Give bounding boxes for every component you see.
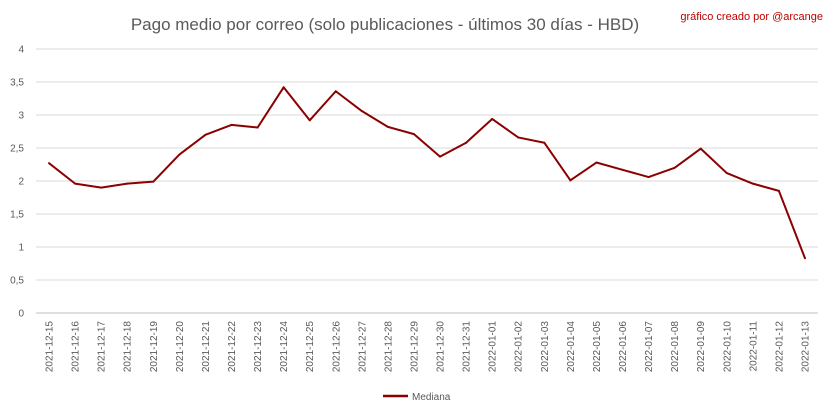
- x-tick-label: 2021-12-20: [175, 321, 186, 373]
- data-point: [621, 168, 624, 171]
- data-point: [595, 161, 598, 164]
- data-point: [673, 166, 676, 169]
- grid: [36, 48, 818, 314]
- x-tick-label: 2022-01-13: [800, 321, 811, 373]
- data-point: [777, 189, 780, 192]
- data-point: [152, 180, 155, 183]
- x-tick-label: 2022-01-09: [696, 321, 707, 373]
- data-point: [517, 136, 520, 139]
- x-tick-label: 2022-01-06: [618, 321, 629, 373]
- y-tick-label: 0,5: [10, 276, 24, 287]
- x-tick-label: 2021-12-31: [462, 321, 473, 373]
- data-point: [439, 155, 442, 158]
- x-tick-label: 2021-12-29: [409, 321, 420, 373]
- x-tick-label: 2021-12-21: [201, 321, 212, 373]
- data-point: [178, 153, 181, 156]
- y-tick-label: 1,5: [10, 210, 24, 221]
- data-point: [48, 162, 51, 165]
- legend-label: Mediana: [412, 392, 451, 403]
- y-axis: 0 0,5 1 1,5 2 2,5 3 3,5 4: [10, 45, 24, 320]
- data-point: [74, 182, 77, 185]
- x-tick-label: 2022-01-05: [592, 321, 603, 373]
- x-tick-label: 2022-01-03: [540, 321, 551, 373]
- data-point: [803, 257, 806, 260]
- x-tick-label: 2021-12-25: [305, 321, 316, 373]
- data-point: [230, 123, 233, 126]
- data-point: [699, 147, 702, 150]
- x-tick-label: 2021-12-27: [357, 321, 368, 373]
- x-tick-label: 2022-01-11: [748, 321, 759, 372]
- x-tick-label: 2021-12-16: [71, 321, 82, 373]
- y-tick-label: 4: [18, 45, 24, 56]
- y-tick-label: 2,5: [10, 144, 24, 155]
- series-line-mediana: [48, 86, 806, 259]
- data-point: [491, 117, 494, 120]
- chart-credit: gráfico creado por @arcange: [680, 11, 823, 23]
- x-tick-label: 2022-01-12: [774, 321, 785, 373]
- x-tick-label: 2022-01-10: [722, 321, 733, 373]
- x-axis: 2021-12-15 2021-12-16 2021-12-17 2021-12-18…: [45, 321, 812, 373]
- data-point: [647, 176, 650, 179]
- data-point: [334, 90, 337, 93]
- y-tick-label: 3,5: [10, 78, 24, 89]
- data-point: [751, 182, 754, 185]
- data-point: [465, 141, 468, 144]
- data-point: [256, 126, 259, 129]
- data-point: [100, 186, 103, 189]
- data-point: [412, 133, 415, 136]
- y-tick-label: 0: [18, 309, 24, 320]
- x-tick-label: 2021-12-18: [123, 321, 134, 373]
- data-point: [725, 172, 728, 175]
- x-tick-label: 2021-12-30: [436, 321, 447, 373]
- y-tick-label: 1: [18, 243, 24, 254]
- x-tick-label: 2022-01-07: [644, 321, 655, 373]
- legend: Mediana: [383, 392, 451, 403]
- x-tick-label: 2021-12-15: [45, 321, 56, 373]
- x-tick-label: 2021-12-22: [227, 321, 238, 373]
- y-tick-label: 3: [18, 111, 24, 122]
- x-tick-label: 2022-01-04: [566, 321, 577, 373]
- x-tick-label: 2021-12-24: [279, 321, 290, 373]
- chart-title: Pago medio por correo (solo publicacione…: [131, 15, 639, 34]
- data-point: [543, 141, 546, 144]
- data-point: [126, 182, 129, 185]
- x-tick-label: 2021-12-17: [97, 321, 108, 373]
- data-point: [282, 86, 285, 89]
- x-tick-label: 2022-01-08: [670, 321, 681, 373]
- data-point: [360, 110, 363, 113]
- x-tick-label: 2021-12-19: [149, 321, 160, 373]
- x-tick-label: 2022-01-01: [488, 321, 499, 373]
- series-layer: [48, 86, 806, 260]
- x-tick-label: 2021-12-28: [383, 321, 394, 373]
- data-point: [308, 119, 311, 122]
- x-tick-label: 2021-12-23: [253, 321, 264, 373]
- data-point: [569, 179, 572, 182]
- x-tick-label: 2021-12-26: [331, 321, 342, 373]
- x-tick-label: 2022-01-02: [514, 321, 525, 373]
- data-point: [204, 133, 207, 136]
- y-tick-label: 2: [18, 177, 24, 188]
- data-point: [386, 125, 389, 128]
